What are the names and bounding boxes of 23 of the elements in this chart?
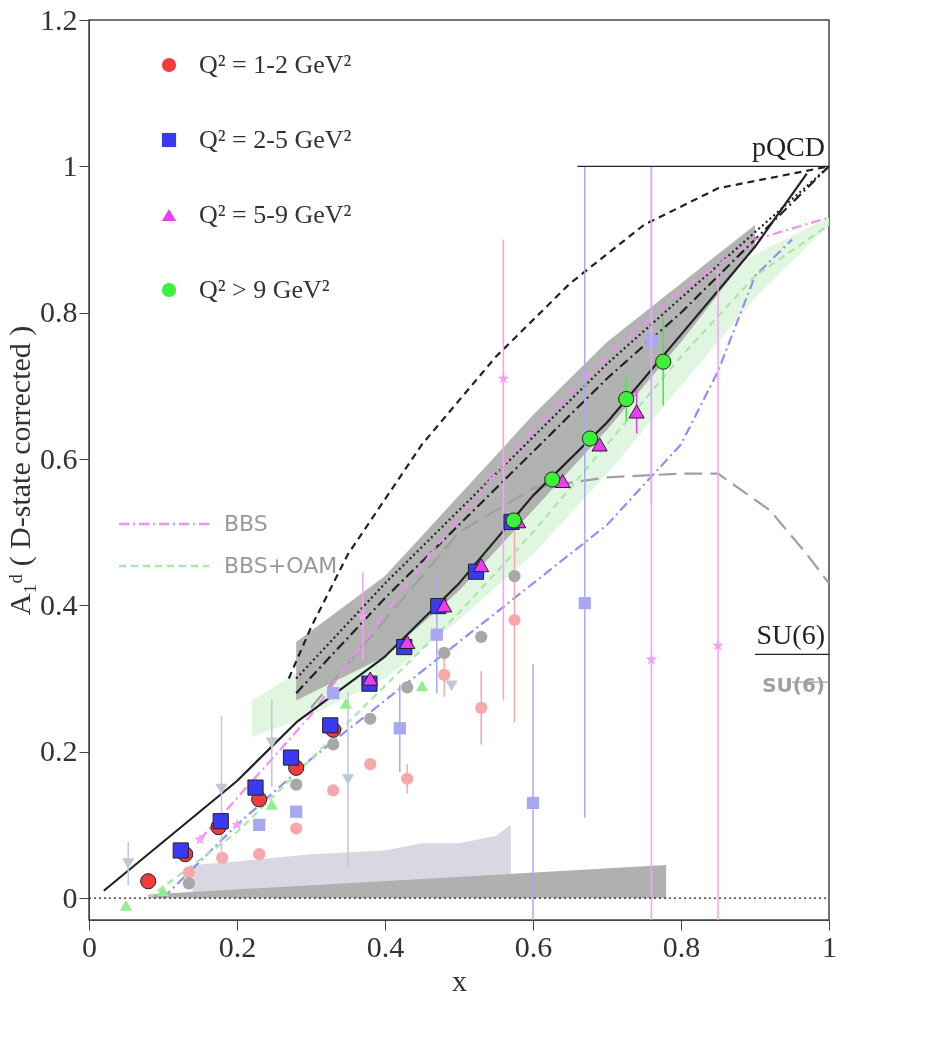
- legend-label: Q² = 1-2 GeV²: [199, 50, 352, 79]
- y-tick-label: 1.2: [40, 2, 78, 36]
- y-tick-label: 1: [62, 148, 78, 182]
- y-axis-title: A₁ᵈ ( D-state corrected ): [3, 325, 37, 616]
- legend-label: BBS: [224, 511, 268, 536]
- x-axis-title: x: [452, 963, 467, 997]
- ref-line-label: pQCD: [751, 131, 825, 163]
- y-tick-label: 0.4: [40, 587, 78, 621]
- x-tick-label: 0.4: [366, 929, 405, 963]
- x-tick-label: 0.8: [662, 929, 701, 963]
- x-tick-label: 0.6: [514, 929, 553, 963]
- ref-line-label: SU(6): [756, 619, 825, 651]
- ref-line-label: SU(6): [762, 673, 825, 698]
- y-tick-label: 0.6: [40, 441, 78, 475]
- x-tick-label: 0.2: [218, 929, 257, 963]
- y-tick-label: 0: [62, 880, 78, 914]
- legend-label: Q² = 2-5 GeV²: [199, 125, 352, 154]
- y-tick-label: 0.2: [40, 734, 78, 768]
- x-tick-label: 1: [822, 929, 837, 963]
- legend-label: Q² = 5-9 GeV²: [199, 200, 352, 229]
- legend-label: BBS+OAM: [224, 553, 338, 578]
- legend-label: Q² > 9 GeV²: [199, 275, 330, 304]
- y-tick-label: 0.8: [40, 295, 78, 329]
